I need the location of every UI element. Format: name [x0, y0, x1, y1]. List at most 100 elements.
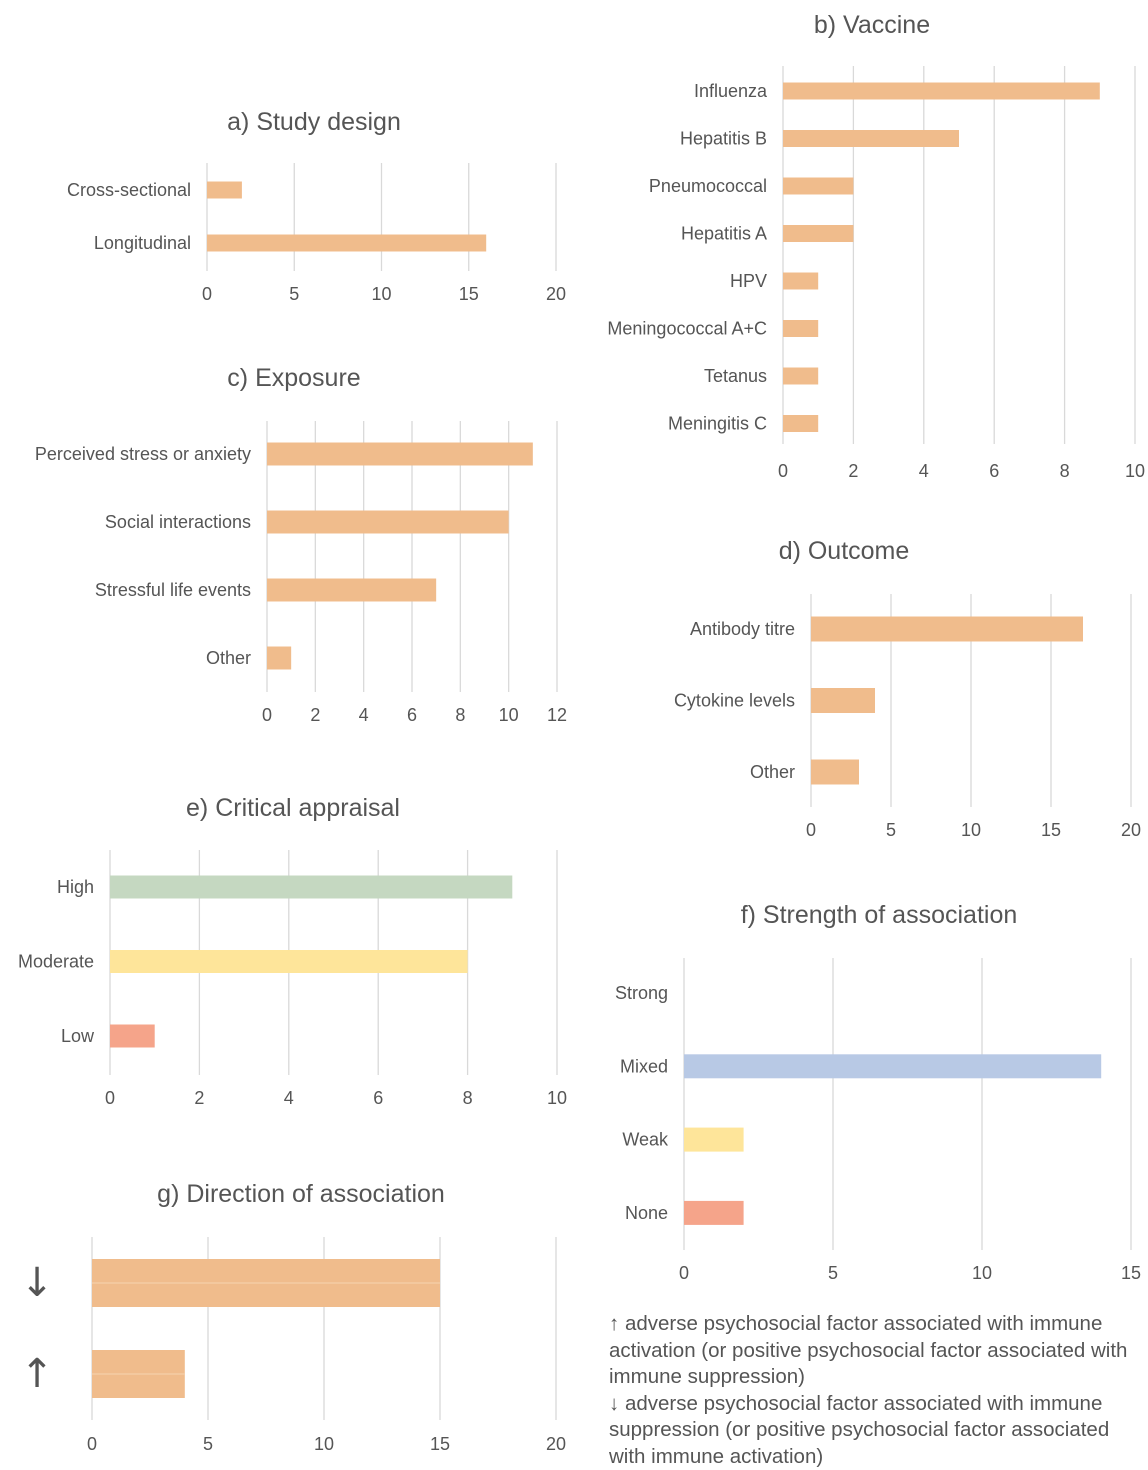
category-label: Perceived stress or anxiety [35, 444, 251, 464]
tick-label: 8 [455, 705, 465, 725]
category-label: Antibody titre [690, 619, 795, 639]
chart-title: a) Study design [227, 108, 401, 136]
chart-title: d) Outcome [779, 537, 910, 565]
bar [783, 225, 853, 242]
chart-title: c) Exposure [227, 364, 360, 392]
chart-g: g) Direction of association 0 5 10 15 20 ↓ ↑ [20, 1180, 566, 1454]
category-label: Pneumococcal [649, 176, 767, 196]
category-label: Other [750, 762, 795, 782]
bar [110, 876, 512, 899]
tick-label: 10 [371, 284, 391, 304]
tick-label: 10 [961, 820, 981, 840]
tick-label: 0 [806, 820, 816, 840]
bar [207, 235, 486, 252]
category-label: Hepatitis B [680, 129, 767, 149]
bar [267, 647, 291, 670]
tick-label: 2 [194, 1088, 204, 1108]
tick-label: 5 [886, 820, 896, 840]
tick-label: 4 [919, 461, 929, 481]
tick-label: 20 [546, 1434, 566, 1454]
category-label: Cross-sectional [67, 180, 191, 200]
bar [811, 617, 1083, 642]
tick-label: 5 [828, 1263, 838, 1283]
tick-label: 10 [499, 705, 519, 725]
footnote-down: ↓ adverse psychosocial factor associated… [609, 1391, 1147, 1470]
category-label: Cytokine levels [674, 691, 795, 711]
tick-label: 10 [314, 1434, 334, 1454]
bar [783, 130, 959, 147]
tick-label: 0 [778, 461, 788, 481]
tick-label: 10 [547, 1088, 567, 1108]
tick-label: 0 [679, 1263, 689, 1283]
tick-label: 15 [1121, 1263, 1141, 1283]
footnote-up: ↑ adverse psychosocial factor associated… [609, 1311, 1147, 1391]
bar [783, 273, 818, 290]
category-label: Moderate [18, 952, 94, 972]
tick-label: 0 [262, 705, 272, 725]
chart-title: b) Vaccine [814, 11, 930, 39]
bar [110, 1025, 155, 1048]
tick-label: 15 [1041, 820, 1061, 840]
chart-title: e) Critical appraisal [186, 794, 400, 822]
bar [811, 688, 875, 713]
category-label: None [625, 1203, 668, 1223]
category-label: Stressful life events [95, 580, 251, 600]
bar [783, 415, 818, 432]
chart-title: f) Strength of association [741, 901, 1018, 929]
tick-label: 4 [359, 705, 369, 725]
category-label: Meningitis C [668, 414, 767, 434]
tick-label: 6 [373, 1088, 383, 1108]
tick-label: 2 [848, 461, 858, 481]
bar [267, 511, 509, 534]
category-label: Tetanus [704, 366, 767, 386]
chart-f: f) Strength of association 0 5 10 15 Strong Mi… [615, 901, 1141, 1283]
category-label: Social interactions [105, 512, 251, 532]
category-label: Meningococcal A+C [607, 319, 767, 339]
bar [783, 320, 818, 337]
category-label: ↑ [20, 1351, 54, 1397]
chart-d: d) Outcome 0 5 10 15 20 Antibody titre Cytokine… [674, 537, 1141, 840]
category-label: Influenza [694, 81, 768, 101]
category-label: HPV [730, 271, 767, 291]
bar [267, 443, 533, 466]
bar [267, 579, 436, 602]
bar [783, 83, 1100, 100]
tick-label: 0 [87, 1434, 97, 1454]
tick-label: 6 [407, 705, 417, 725]
category-label: Low [61, 1026, 95, 1046]
tick-label: 0 [105, 1088, 115, 1108]
bar [811, 760, 859, 785]
tick-label: 10 [1125, 461, 1145, 481]
chart-e: e) Critical appraisal 0 2 4 6 8 10 High Moderate… [18, 794, 567, 1108]
category-label: Hepatitis A [681, 224, 767, 244]
chart-title: g) Direction of association [157, 1180, 445, 1208]
tick-label: 5 [203, 1434, 213, 1454]
tick-label: 8 [463, 1088, 473, 1108]
tick-label: 20 [1121, 820, 1141, 840]
tick-label: 5 [289, 284, 299, 304]
category-label: High [57, 877, 94, 897]
tick-label: 8 [1060, 461, 1070, 481]
bar [684, 1201, 744, 1225]
tick-label: 4 [284, 1088, 294, 1108]
category-label: ↓ [20, 1260, 54, 1306]
bar [110, 950, 468, 973]
category-label: Weak [622, 1130, 669, 1150]
tick-label: 15 [430, 1434, 450, 1454]
bar [684, 1128, 744, 1152]
tick-label: 0 [202, 284, 212, 304]
bar [207, 182, 242, 199]
chart-c: c) Exposure 0 2 4 6 8 10 12 Perceived stress or … [35, 364, 567, 725]
legend-footnote: ↑ adverse psychosocial factor associated… [609, 1311, 1147, 1470]
tick-label: 10 [972, 1263, 992, 1283]
tick-label: 2 [310, 705, 320, 725]
category-label: Other [206, 648, 251, 668]
bar [783, 368, 818, 385]
category-label: Strong [615, 983, 668, 1003]
tick-label: 15 [459, 284, 479, 304]
bar [783, 178, 853, 195]
category-label: Mixed [620, 1056, 668, 1076]
tick-label: 12 [547, 705, 567, 725]
